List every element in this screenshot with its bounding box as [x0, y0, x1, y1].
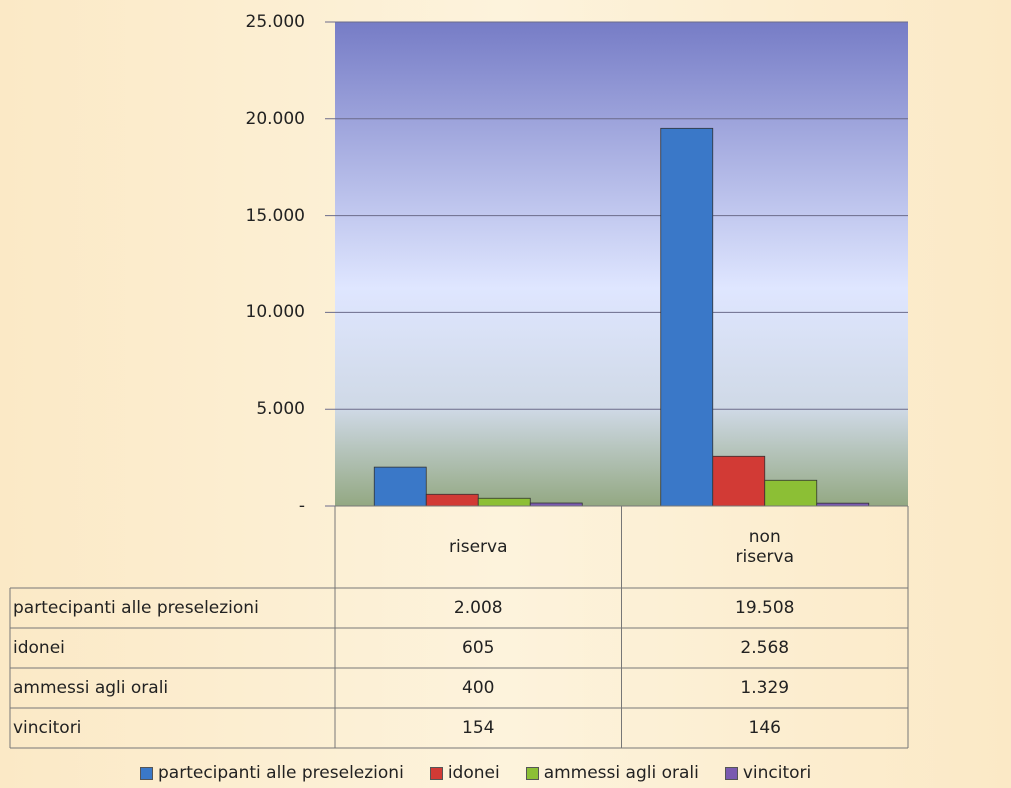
bar: [764, 479, 818, 507]
bar: [712, 455, 766, 507]
data-label: 605: [462, 638, 495, 658]
bar: [373, 466, 427, 507]
data-label: 146: [748, 718, 781, 738]
y-tick-label: 25.000: [245, 12, 305, 32]
legend-label: idonei: [447, 763, 500, 783]
row-label: ammessi agli orali: [13, 678, 169, 698]
legend-item: vincitori: [724, 763, 812, 783]
y-tick-label: 5.000: [256, 399, 305, 420]
legend-swatch: [429, 766, 443, 780]
row-label: vincitori: [13, 718, 82, 738]
data-label: 19.508: [735, 598, 795, 618]
bar: [425, 493, 479, 507]
legend-label: ammessi agli orali: [543, 763, 699, 783]
plot-area: [335, 22, 908, 506]
y-tick-label: 10.000: [245, 302, 305, 323]
data-label: 154: [462, 718, 495, 738]
legend-item: ammessi agli orali: [525, 763, 699, 783]
row-label: partecipanti alle preselezioni: [13, 598, 259, 618]
bar: [477, 497, 531, 507]
data-label: 2.008: [453, 598, 503, 618]
legend-swatch: [525, 766, 539, 780]
x-tick-label: riserva: [449, 537, 508, 557]
data-label: 1.329: [740, 678, 790, 698]
data-label: 2.568: [740, 638, 790, 658]
legend: partecipanti alle preselezioni idonei amme…: [140, 763, 811, 783]
data-label: 400: [462, 678, 495, 698]
legend-item: idonei: [429, 763, 500, 783]
y-tick-label: 20.000: [245, 108, 305, 129]
x-tick-label: non riserva: [735, 527, 795, 567]
bar: [660, 127, 714, 507]
y-tick-label: 15.000: [245, 205, 305, 226]
legend-item: partecipanti alle preselezioni: [140, 763, 404, 783]
legend-label: partecipanti alle preselezioni: [158, 763, 404, 783]
legend-swatch: [140, 766, 153, 780]
row-label: idonei: [13, 638, 65, 658]
legend-swatch: [724, 766, 738, 780]
y-tick-label: -: [298, 496, 305, 516]
legend-label: vincitori: [742, 763, 812, 783]
